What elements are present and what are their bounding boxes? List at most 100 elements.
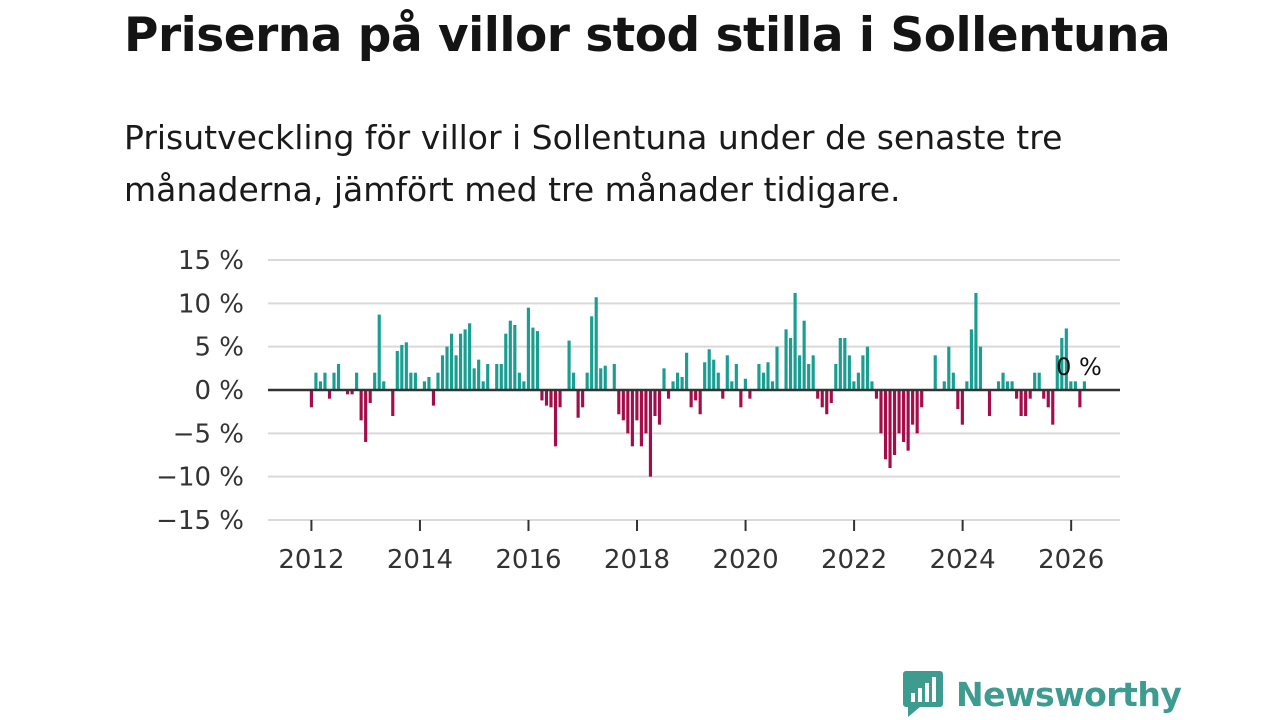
bar-positive (1060, 338, 1064, 390)
bar-negative (698, 390, 702, 415)
bar-positive (947, 346, 951, 390)
bar-negative (576, 390, 580, 418)
bar-chart: 15 %10 %5 %0 %−5 %−10 %−15 % 2012 2014 201… (156, 246, 1120, 575)
bar-negative (920, 390, 924, 408)
bar-positive (847, 355, 851, 390)
y-axis-labels: 15 % 10 % 5 % 0 % −5 % −10 % −15 % (156, 246, 244, 536)
bar-negative (879, 390, 883, 434)
bar-negative (1024, 390, 1028, 416)
bar-positive (770, 381, 775, 390)
bar-positive (594, 297, 598, 390)
x-tick-label: 2014 (387, 545, 453, 575)
y-tick-label: 10 % (178, 289, 244, 319)
bar-positive (355, 372, 359, 390)
bar-positive (572, 372, 576, 390)
bar-negative (544, 390, 549, 406)
bar-positive (1069, 381, 1073, 390)
bar-negative (666, 390, 671, 399)
bar-positive (1082, 381, 1086, 390)
bar-positive (784, 329, 788, 390)
bar-positive (603, 365, 607, 390)
bar-positive (404, 342, 408, 390)
bar-positive (590, 316, 594, 390)
bar-positive (422, 381, 426, 390)
bar-positive (870, 381, 874, 390)
bar-positive (318, 381, 323, 390)
bar-negative (987, 390, 992, 416)
bar-positive (675, 372, 680, 390)
bar-positive (513, 325, 517, 390)
bar-positive (856, 372, 860, 390)
bar-positive (996, 381, 1001, 390)
bar-positive (400, 344, 404, 390)
bar-positive (757, 364, 761, 390)
bar-positive (504, 333, 508, 390)
bar-positive (1010, 381, 1014, 390)
bar-positive (1037, 372, 1041, 390)
bar-positive (716, 372, 720, 390)
bar-positive (440, 355, 445, 390)
bar-negative (721, 390, 725, 399)
bar-negative (1046, 390, 1050, 408)
x-tick-label: 2022 (821, 545, 887, 575)
bars (309, 292, 1086, 477)
bar-negative (1051, 390, 1055, 425)
bar-negative (359, 390, 363, 421)
bar-negative (956, 390, 960, 410)
bar-positive (454, 355, 458, 390)
bar-positive (974, 292, 978, 390)
bar-positive (336, 364, 341, 390)
bar-negative (1015, 390, 1019, 399)
bar-positive (811, 355, 815, 390)
x-tick-label: 2020 (712, 545, 778, 575)
bar-positive (535, 331, 540, 390)
bar-negative (825, 390, 829, 415)
x-tick-label: 2018 (604, 545, 670, 575)
bar-positive (798, 355, 802, 390)
bar-negative (748, 390, 752, 399)
bar-negative (906, 390, 910, 451)
bar-positive (712, 359, 716, 390)
bar-positive (499, 364, 503, 390)
x-tick-label: 2012 (278, 545, 344, 575)
chart-subtitle: Prisutveckling för villor i Sollentuna u… (124, 118, 1063, 209)
bar-positive (942, 381, 946, 390)
brand-name: Newsworthy (956, 674, 1182, 714)
bar-negative (540, 390, 544, 401)
y-tick-label: −10 % (156, 463, 244, 493)
bar-positive (314, 372, 318, 390)
bar-positive (734, 364, 738, 390)
y-tick-label: −15 % (156, 506, 244, 536)
bar-positive (486, 364, 490, 390)
bar-positive (522, 381, 526, 390)
bar-negative (694, 390, 698, 401)
bar-positive (323, 372, 327, 390)
bar-positive (730, 381, 734, 390)
bar-positive (481, 381, 485, 390)
bar-negative (1042, 390, 1046, 399)
bar-negative (558, 390, 562, 408)
bar-negative (364, 390, 368, 442)
bar-negative (350, 390, 354, 395)
bar-positive (377, 314, 381, 390)
bar-positive (526, 307, 530, 390)
bar-negative (1028, 390, 1032, 399)
bar-negative (902, 390, 906, 442)
bar-negative (883, 390, 888, 460)
bar-negative (911, 390, 915, 425)
bar-positive (671, 381, 675, 390)
bar-positive (802, 320, 806, 390)
bar-negative (391, 390, 395, 416)
annotation-layer: 0 % (1056, 353, 1102, 381)
bar-positive (567, 340, 571, 390)
gridlines (268, 259, 1120, 521)
bar-positive (865, 346, 870, 390)
bar-negative (549, 390, 553, 408)
newsworthy-logo-icon (903, 671, 943, 717)
bar-positive (612, 364, 616, 390)
bar-positive (427, 377, 431, 390)
bar-negative (626, 390, 630, 434)
bar-positive (761, 372, 766, 390)
bar-positive (766, 362, 770, 390)
bar-positive (413, 372, 417, 390)
